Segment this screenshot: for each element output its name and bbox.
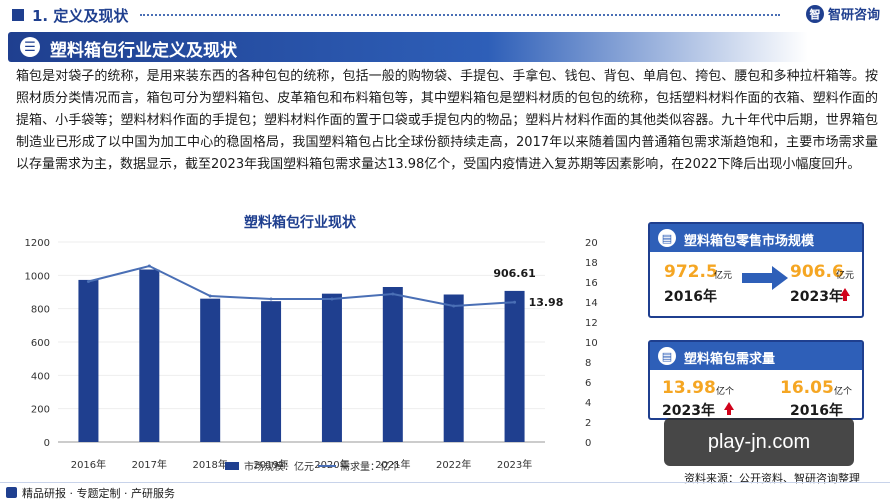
- demand-point-2017年: [147, 264, 151, 268]
- legend-line-label: 需求量：亿个: [340, 460, 400, 473]
- divider: [140, 14, 780, 16]
- demand-line: [88, 264, 515, 308]
- y-right-tick-label: 20: [585, 238, 598, 249]
- y-right-tick-label: 14: [585, 298, 598, 309]
- y-right-tick-label: 10: [585, 338, 598, 349]
- intro-paragraph: 箱包是对袋子的统称，是用来装东西的各种包包的统称，包括一般的购物袋、手提包、手拿…: [16, 69, 878, 172]
- left-unit: 亿个: [716, 387, 735, 397]
- legend-bar-swatch: [225, 462, 239, 470]
- bar-2020年: [321, 293, 342, 442]
- bar-2016年: [78, 279, 99, 442]
- chart-icon: ▤: [658, 229, 676, 247]
- section-marker-icon: [12, 9, 24, 21]
- y-left-tick-label: 1200: [25, 238, 50, 249]
- source-note: 资料来源：公开资料、智研咨询整理: [684, 472, 860, 485]
- y-left-tick-label: 0: [44, 438, 50, 449]
- footer-text: 精品研报 · 专题定制 · 产研服务: [22, 487, 175, 500]
- y-right-tick-label: 18: [585, 258, 598, 269]
- y-left-tick-label: 600: [31, 338, 50, 349]
- y-left-tick-label: 1000: [25, 271, 50, 282]
- card-header: ▤ 塑料箱包需求量: [650, 342, 862, 370]
- up-arrow-stem: [843, 296, 847, 301]
- y-left-tick-label: 400: [31, 371, 50, 382]
- up-arrow-icon: [840, 288, 850, 296]
- up-arrow-stem: [727, 410, 731, 415]
- to-value: 906.6: [790, 262, 844, 282]
- demand-card: ▤ 塑料箱包需求量 13.98 亿个 2023年 16.05 亿个 2016年: [648, 340, 864, 420]
- y-left-tick-label: 800: [31, 305, 50, 316]
- from-year: 2016年: [664, 289, 717, 305]
- bar-2021年: [382, 287, 403, 442]
- logo-text: 智研咨询: [827, 8, 880, 23]
- demand-point-2021年: [391, 292, 395, 296]
- section-title: 1. 定义及现状: [32, 7, 129, 25]
- x-tick-label: 2019年: [253, 458, 288, 471]
- to-unit: 亿元: [836, 271, 855, 281]
- x-tick-label: 2020年: [314, 458, 349, 471]
- chart-title: 塑料箱包行业现状: [244, 215, 356, 231]
- left-value: 13.98: [662, 378, 716, 398]
- demand-point-2019年: [269, 297, 273, 301]
- bar-2022年: [443, 294, 464, 442]
- top-bar: 1. 定义及现状 智 智研咨询: [0, 0, 890, 28]
- card-title: 塑料箱包零售市场规模: [684, 234, 815, 249]
- bar-value-label: 906.61: [493, 267, 535, 280]
- to-year: 2023年: [790, 289, 843, 305]
- demand-point-2023年: [513, 300, 517, 304]
- list-icon: ☰: [20, 37, 40, 57]
- from-unit: 亿元: [714, 271, 733, 281]
- demand-point-2018年: [208, 294, 212, 298]
- page-banner: ☰ 塑料箱包行业定义及现状: [8, 32, 808, 62]
- market-size-card: ▤ 塑料箱包零售市场规模 972.5 亿元 2016年 906.6 亿元 202…: [648, 222, 864, 318]
- bar-2019年: [261, 301, 282, 442]
- right-year: 2016年: [790, 403, 843, 419]
- brand-logo: 智 智研咨询: [805, 4, 880, 23]
- demand-point-2022年: [452, 304, 456, 308]
- book-icon: [6, 487, 17, 498]
- bar-2018年: [200, 298, 221, 442]
- card-title: 塑料箱包需求量: [684, 352, 776, 367]
- bar-2017年: [139, 269, 160, 442]
- chart-icon: ▤: [658, 347, 676, 365]
- bar-2023年: [504, 290, 525, 442]
- y-right-tick-label: 8: [585, 358, 591, 369]
- x-tick-label: 2021年: [375, 458, 410, 471]
- x-tick-label: 2017年: [132, 458, 167, 471]
- y-right-tick-label: 6: [585, 378, 591, 389]
- x-tick-label: 2018年: [192, 458, 227, 471]
- x-tick-label: 2022年: [436, 458, 471, 471]
- y-left-tick-label: 200: [31, 405, 50, 416]
- demand-point-2016年: [86, 280, 90, 283]
- line-value-label: 13.98: [529, 296, 564, 309]
- y-right-tick-label: 0: [585, 438, 591, 449]
- watermark: play-jn.com: [664, 418, 854, 466]
- legend-bar-label: 市场规模：亿元: [244, 460, 314, 473]
- y-right-tick-label: 12: [585, 318, 598, 329]
- y-right-tick-label: 4: [585, 398, 591, 409]
- y-right-tick-label: 2: [585, 418, 591, 429]
- y-right-tick-label: 16: [585, 278, 598, 289]
- combo-chart: 0200400600800100012000246810121416182020…: [25, 238, 598, 473]
- page-title: 塑料箱包行业定义及现状: [50, 41, 237, 61]
- from-value: 972.5: [664, 262, 718, 282]
- footer: 精品研报 · 专题定制 · 产研服务: [0, 482, 890, 501]
- right-unit: 亿个: [834, 387, 853, 397]
- up-arrow-icon: [724, 402, 734, 410]
- right-value: 16.05: [780, 378, 834, 398]
- left-year: 2023年: [662, 403, 715, 419]
- zhiyan-logo-icon: 智: [805, 4, 824, 23]
- x-tick-label: 2016年: [71, 458, 106, 471]
- demand-point-2020年: [330, 297, 334, 301]
- x-tick-label: 2023年: [497, 458, 532, 471]
- card-header: ▤ 塑料箱包零售市场规模: [650, 224, 862, 252]
- right-arrow-icon: [742, 266, 788, 290]
